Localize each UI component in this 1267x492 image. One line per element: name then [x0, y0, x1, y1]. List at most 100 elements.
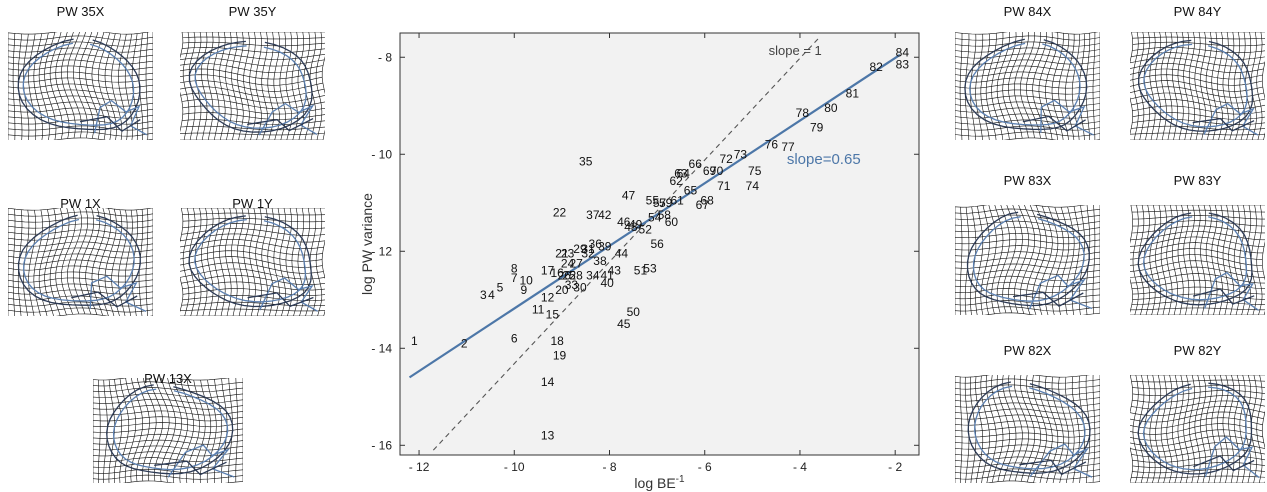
data-point-label: 6	[511, 332, 518, 346]
data-point-label: 27	[569, 256, 583, 270]
y-tick-label: - 16	[371, 438, 392, 452]
data-point-label: 74	[746, 179, 760, 193]
data-point-label: 54	[648, 210, 662, 224]
data-point-label: 31	[581, 242, 595, 256]
reference-line-slope-1	[432, 37, 820, 451]
data-point-label: 12	[541, 290, 555, 304]
data-point-label: 66	[689, 157, 703, 171]
data-point-label: 22	[553, 205, 567, 219]
data-point-label: 57	[653, 196, 667, 210]
panel-title-pw83y: PW 83Y	[1173, 173, 1222, 188]
warped-grid-pw35x	[8, 32, 153, 140]
y-tick-label: - 12	[371, 244, 392, 258]
annotation-fit-slope: slope=0.65	[787, 151, 861, 168]
warped-grid-pw13x	[93, 378, 243, 483]
data-point-label: 77	[781, 140, 795, 154]
data-point-label: 21	[555, 247, 569, 261]
data-point-label: 50	[627, 305, 641, 319]
data-point-label: 68	[700, 193, 714, 207]
data-point-label: 1	[411, 334, 418, 348]
data-point-label: 72	[719, 152, 733, 166]
panel-title-pw84y: PW 84Y	[1173, 4, 1222, 19]
x-axis-label: log BE-1	[634, 474, 685, 491]
data-point-label: 26	[558, 269, 572, 283]
data-point-label: 58	[658, 208, 672, 222]
warped-grid-pw82y	[1130, 375, 1265, 483]
data-point-label: 5	[497, 281, 504, 295]
data-point-label: 61	[670, 193, 684, 207]
data-point-label: 17	[541, 264, 555, 278]
data-point-label: 2	[461, 336, 468, 350]
data-point-label: 36	[589, 237, 603, 251]
y-tick-label: - 8	[378, 50, 392, 64]
data-point-label: 62	[669, 174, 683, 188]
data-point-label: 9	[520, 283, 527, 297]
panel-title-pw35y: PW 35Y	[228, 4, 277, 19]
data-point-label: 23	[561, 247, 575, 261]
data-point-label: 28	[569, 269, 583, 283]
data-point-label: 56	[650, 237, 664, 251]
panel-title-pw82x: PW 82X	[1003, 343, 1052, 358]
x-tick-label: - 2	[888, 460, 902, 474]
plot-area	[399, 32, 920, 456]
data-point-label: 82	[869, 60, 883, 74]
panel-title-pw82y: PW 82Y	[1173, 343, 1222, 358]
data-point-label: 14	[541, 375, 555, 389]
data-point-label: 45	[617, 317, 631, 331]
data-point-label: 69	[703, 164, 717, 178]
y-tick-label: - 14	[371, 341, 392, 355]
data-point-label: 43	[608, 264, 622, 278]
data-point-label: 11	[532, 302, 545, 316]
data-point-label: 16	[550, 266, 564, 280]
data-point-label: 63	[674, 167, 688, 181]
data-point-label: 71	[717, 179, 731, 193]
data-point-label: 19	[553, 349, 567, 363]
data-point-label: 4	[488, 288, 495, 302]
data-point-label: 65	[684, 184, 698, 198]
data-point-label: 84	[896, 45, 910, 59]
warped-grid-pw84x	[955, 32, 1100, 140]
data-point-label: 60	[665, 215, 679, 229]
data-point-label: 25	[562, 269, 576, 283]
data-point-label: 52	[639, 222, 653, 236]
data-point-label: 70	[710, 164, 724, 178]
data-point-label: 24	[561, 256, 575, 270]
x-axis-label-superscript: -1	[676, 474, 685, 485]
warped-grid-pw83y	[1130, 205, 1265, 315]
data-point-label: 78	[796, 106, 810, 120]
warped-grid-pw84y	[1130, 32, 1265, 140]
data-point-label: 51	[634, 264, 648, 278]
data-point-label: 73	[734, 147, 748, 161]
warped-grid-pw1y	[180, 208, 325, 316]
panel-title-pw1x: PW 1X	[60, 196, 101, 211]
data-point-label: 59	[659, 196, 673, 210]
data-point-label: 83	[896, 58, 910, 72]
data-point-label: 46	[617, 215, 631, 229]
warped-grid-pw1x	[8, 208, 153, 316]
data-point-label: 47	[622, 188, 636, 202]
data-point-label: 79	[810, 121, 824, 135]
data-point-label: 20	[555, 283, 569, 297]
scatter-chart: - 12 - 10 - 8 - 6 - 4 - 2 - 16 - 14 - 12 - 10 - 8 l…	[359, 32, 920, 491]
data-point-label: 3	[480, 288, 487, 302]
data-point-label: 35	[579, 155, 593, 169]
x-tick-label: - 10	[504, 460, 525, 474]
data-point-label: 44	[615, 247, 629, 261]
warped-grid-pw83x	[955, 205, 1100, 315]
data-point-label: 81	[846, 87, 860, 101]
data-point-label: 75	[748, 164, 762, 178]
data-point-label: 15	[546, 307, 560, 321]
data-point-label: 10	[519, 273, 533, 287]
data-point-label: 33	[565, 278, 579, 292]
annotation-reference-slope: slope = 1	[769, 43, 822, 58]
panel-title-pw83x: PW 83X	[1003, 173, 1052, 188]
warped-grid-pw35y	[180, 32, 325, 140]
data-point-label: 64	[677, 167, 691, 181]
y-tick-label: - 10	[371, 147, 392, 161]
data-point-label: 18	[550, 334, 564, 348]
data-point-label: 34	[586, 269, 600, 283]
x-tick-label: - 8	[602, 460, 616, 474]
data-point-label: 42	[598, 208, 612, 222]
data-point-label: 13	[541, 429, 555, 443]
panel-title-pw35x: PW 35X	[56, 4, 105, 19]
